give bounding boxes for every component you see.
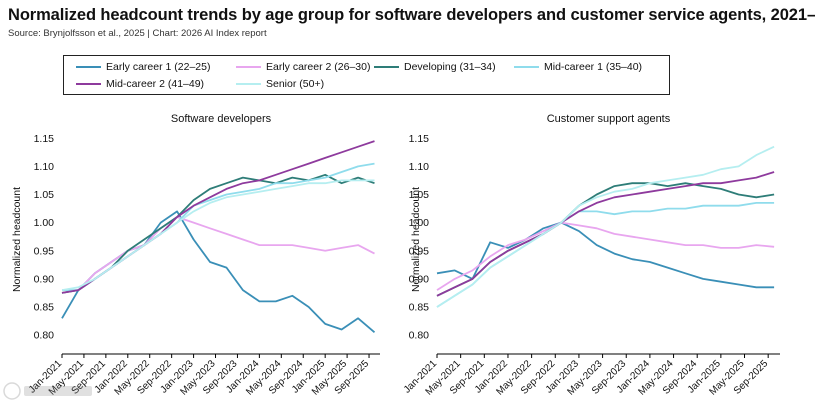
y-tick-label: 0.80 bbox=[34, 330, 55, 342]
panel-title: Software developers bbox=[171, 113, 272, 125]
legend-swatch bbox=[236, 66, 261, 68]
series-line bbox=[436, 201, 775, 308]
y-tick-label: 0.85 bbox=[409, 302, 430, 314]
legend-label: Senior (50+) bbox=[266, 78, 325, 90]
y-tick-label: 0.95 bbox=[34, 245, 55, 257]
legend-label: Early career 2 (26–30) bbox=[266, 61, 371, 73]
y-tick-label: 1.05 bbox=[409, 189, 430, 201]
legend-label: Mid-career 1 (35–40) bbox=[544, 61, 643, 73]
legend-item: Mid-career 2 (41–49) bbox=[76, 78, 204, 90]
legend: Early career 1 (22–25) Early career 2 (2… bbox=[63, 55, 670, 95]
chart-source: Source: Brynjolfsson et al., 2025 | Char… bbox=[8, 28, 267, 39]
y-axis-label: Normalized headcount bbox=[11, 187, 23, 292]
legend-swatch bbox=[76, 66, 101, 68]
y-tick-label: 1.05 bbox=[34, 189, 55, 201]
series-line bbox=[436, 221, 775, 289]
legend-item: Senior (50+) bbox=[236, 78, 324, 90]
chart-title: Normalized headcount trends by age group… bbox=[8, 6, 815, 24]
y-tick-label: 0.85 bbox=[34, 302, 55, 314]
legend-label: Early career 1 (22–25) bbox=[106, 61, 211, 73]
y-tick-label: 1.10 bbox=[409, 161, 430, 173]
series-line bbox=[436, 221, 775, 291]
legend-swatch bbox=[76, 83, 101, 85]
legend-swatch bbox=[374, 66, 399, 68]
series-line bbox=[61, 210, 376, 333]
y-tick-label: 0.80 bbox=[409, 330, 430, 342]
legend-swatch bbox=[236, 83, 261, 85]
y-tick-label: 0.90 bbox=[409, 273, 430, 285]
y-tick-label: 1.10 bbox=[34, 161, 55, 173]
y-axis-label: Normalized headcount bbox=[410, 187, 422, 292]
y-tick-label: 0.95 bbox=[409, 245, 430, 257]
legend-item: Early career 2 (26–30) bbox=[236, 61, 370, 73]
legend-label: Developing (31–34) bbox=[404, 61, 496, 73]
y-tick-label: 1.15 bbox=[409, 133, 430, 145]
y-tick-label: 1.00 bbox=[34, 217, 55, 229]
legend-swatch bbox=[514, 66, 539, 68]
legend-item: Developing (31–34) bbox=[374, 61, 496, 73]
legend-item: Early career 1 (22–25) bbox=[76, 61, 210, 73]
legend-label: Mid-career 2 (41–49) bbox=[106, 78, 205, 90]
y-tick-label: 1.15 bbox=[34, 133, 55, 145]
y-tick-label: 0.90 bbox=[34, 273, 55, 285]
series-line bbox=[436, 171, 775, 297]
watermark-logo bbox=[3, 382, 92, 400]
series-line bbox=[436, 145, 775, 308]
series-line bbox=[62, 216, 375, 292]
series-line bbox=[61, 179, 375, 291]
legend-item: Mid-career 1 (35–40) bbox=[514, 61, 642, 73]
y-tick-label: 1.00 bbox=[409, 217, 430, 229]
panel-title: Customer support agents bbox=[547, 113, 671, 125]
